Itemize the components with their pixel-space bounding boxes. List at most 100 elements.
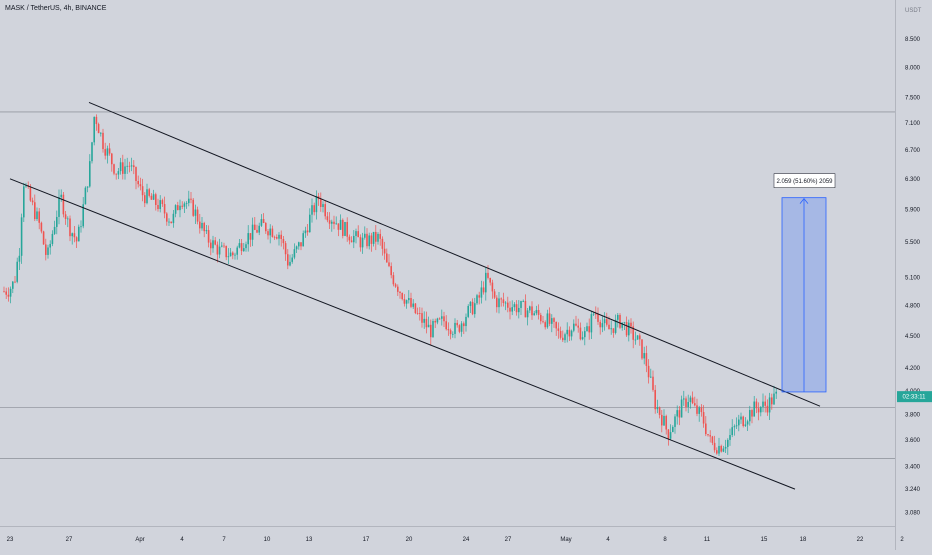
candle-body (375, 231, 377, 242)
candle-body (564, 334, 566, 341)
candle-body (284, 243, 287, 255)
candle-body (740, 416, 742, 420)
candle-body (401, 292, 403, 300)
candle-body (476, 295, 478, 304)
candle-body (249, 233, 252, 240)
candle-body (34, 202, 36, 220)
candle-body (546, 313, 549, 328)
candle-body (29, 186, 32, 201)
candle-body (544, 322, 546, 328)
candle-body (713, 442, 716, 451)
candle-body (581, 337, 584, 340)
candle-body (106, 148, 109, 156)
candle-body (282, 239, 285, 244)
candle-body (636, 335, 639, 340)
candle-body (537, 309, 540, 315)
candle-body (665, 415, 667, 430)
candle-body (342, 219, 344, 236)
candle-body (58, 197, 60, 217)
candle-body (425, 318, 428, 328)
candle-body (689, 397, 692, 403)
candle-body (773, 393, 775, 405)
time-tick-label: 4 (606, 537, 610, 543)
candle-body (757, 408, 760, 413)
candle-body (12, 281, 14, 289)
candle-body (630, 322, 632, 327)
candle-body (460, 323, 463, 332)
candle-body (698, 407, 700, 414)
candle-body (383, 248, 386, 254)
candle-body (251, 224, 254, 240)
candle-body (276, 237, 278, 239)
candle-body (744, 424, 747, 426)
candle-body (718, 445, 720, 454)
candle-body (192, 199, 194, 216)
candle-body (720, 445, 722, 452)
measurement-label-box (773, 173, 836, 188)
candle-body (71, 233, 73, 237)
candle-body (709, 435, 711, 437)
candle-body (256, 229, 258, 233)
candle-body (20, 217, 23, 256)
candle-body (661, 414, 663, 426)
candle-body (603, 319, 606, 324)
candle-body (313, 205, 315, 213)
candle-body (441, 316, 443, 319)
candle-body (669, 432, 672, 439)
candle-body (3, 291, 5, 293)
candle-body (328, 220, 331, 224)
candle-body (542, 321, 544, 323)
candle-body (69, 218, 71, 237)
candle-body (617, 314, 619, 320)
candle-body (445, 321, 447, 330)
candle-body (553, 318, 555, 322)
candle-body (16, 261, 18, 282)
candle-body (458, 325, 461, 332)
candle-body (696, 405, 698, 414)
candle-body (443, 316, 445, 322)
candle-body (126, 165, 128, 167)
candle-body (183, 203, 186, 207)
candle-body (212, 240, 214, 249)
candle-body (9, 288, 12, 297)
candle-body (702, 412, 705, 424)
chart-title: MASK / TetherUS, 4h, BINANCE (5, 5, 107, 12)
time-tick-label: 7 (222, 537, 226, 543)
candle-body (80, 226, 82, 228)
candle-body (478, 295, 480, 298)
candle-body (731, 427, 733, 436)
candle-body (150, 195, 153, 200)
candle-body (38, 211, 40, 223)
candle-body (711, 436, 714, 443)
candle-body (181, 205, 183, 207)
candle-body (243, 248, 245, 252)
candle-body (324, 204, 326, 217)
candle-body (540, 314, 542, 322)
candle-body (174, 205, 177, 214)
candle-body (267, 231, 269, 236)
candle-body (311, 205, 313, 215)
candle-body (518, 307, 520, 313)
candle-body (742, 416, 744, 426)
candle-body (482, 287, 485, 293)
channel-lower-line (9, 178, 796, 490)
candle-body (414, 303, 417, 314)
candle-body (454, 322, 456, 334)
candle-body (7, 294, 10, 297)
price-tick-label: 5.100 (905, 275, 921, 281)
candle-body (300, 242, 302, 247)
candle-body (104, 149, 106, 156)
candle-body (632, 326, 634, 340)
candle-body (496, 297, 498, 308)
candle-body (185, 203, 188, 204)
candle-body (599, 321, 601, 328)
candle-body (507, 302, 509, 308)
candle-body (487, 272, 489, 278)
price-tick-label: 8.000 (905, 65, 921, 71)
channel-upper-line (88, 101, 821, 407)
candle-body (203, 222, 205, 232)
candle-body (676, 410, 678, 417)
candle-body (566, 329, 568, 335)
candle-body (295, 246, 298, 250)
